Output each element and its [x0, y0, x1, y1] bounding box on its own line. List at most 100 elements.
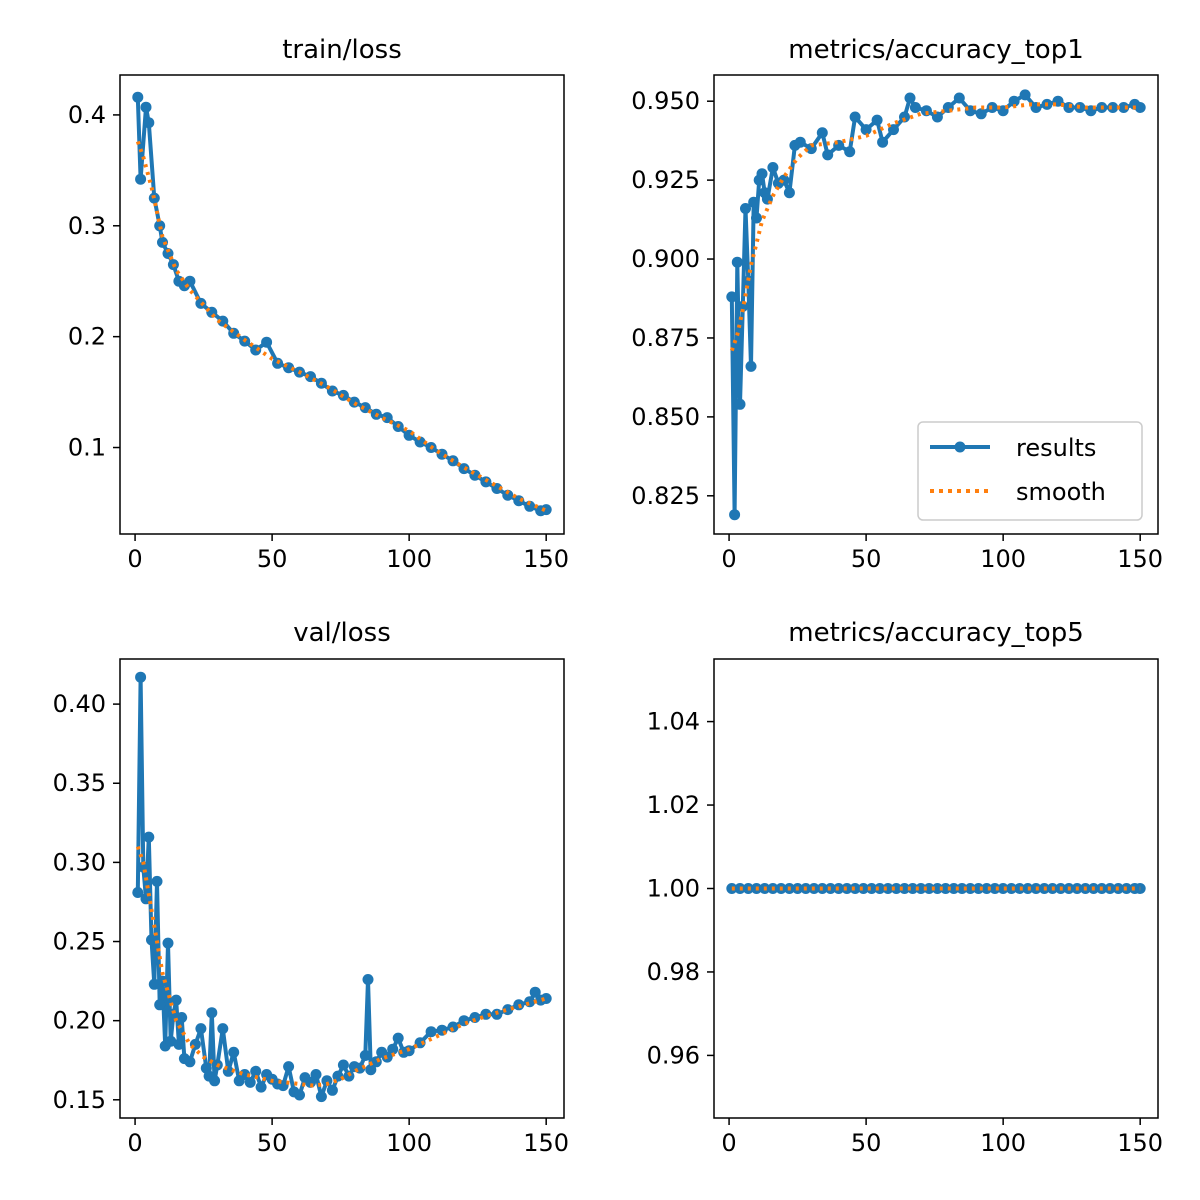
- results-point: [359, 402, 371, 414]
- results-point: [931, 883, 943, 894]
- axes-frame: [119, 658, 565, 1119]
- results-point: [734, 398, 746, 410]
- results-point: [1134, 102, 1146, 113]
- legend-smooth-label: smooth: [1016, 478, 1106, 506]
- results-point: [923, 883, 935, 894]
- y-tick-label: 0.3: [68, 212, 106, 240]
- x-tick-label: 100: [386, 545, 432, 573]
- results-point: [745, 360, 757, 372]
- results-point: [387, 1043, 399, 1055]
- panel-title: train/loss: [282, 35, 402, 65]
- results-point: [348, 396, 360, 408]
- x-tick-label: 150: [1117, 1129, 1163, 1157]
- x-tick-label: 0: [127, 1129, 142, 1157]
- plot-area-accuracy-top1: 0 50 100 150 0.825 0.850 0.875 0.900 0.925 0.950: [631, 74, 1163, 573]
- results-point: [261, 336, 273, 348]
- x-tick-label: 50: [257, 1129, 288, 1157]
- results-point: [151, 875, 163, 887]
- results-point: [365, 1064, 377, 1076]
- results-point: [392, 1032, 404, 1044]
- results-line: [135, 675, 547, 1099]
- results-point: [1008, 95, 1020, 107]
- results-point: [173, 1038, 185, 1050]
- results-point: [332, 1070, 344, 1082]
- results-point: [904, 92, 916, 104]
- results-point: [975, 108, 987, 120]
- results-point: [370, 1056, 382, 1068]
- results-point: [844, 146, 856, 158]
- results-point: [283, 1061, 295, 1073]
- results-point: [866, 883, 878, 894]
- legend: results smooth: [917, 421, 1143, 521]
- results-point: [447, 1021, 459, 1033]
- results-point: [849, 111, 861, 123]
- legend-results-label: results: [1016, 434, 1096, 462]
- results-point: [973, 883, 984, 894]
- y-tick-label: 0.2: [68, 323, 106, 351]
- panel-val-loss: val/loss 0 50 100 150 0.15 0.20 0.25 0.30 0.35 0.…: [53, 618, 570, 1157]
- results-point: [871, 114, 883, 126]
- y-tick-label: 0.4: [68, 101, 106, 129]
- results-point: [890, 883, 902, 894]
- results-point: [997, 883, 1009, 894]
- y-tick-label: 0.825: [631, 482, 700, 510]
- results-point: [740, 203, 751, 214]
- results-point: [146, 934, 157, 946]
- panel-accuracy-top1: metrics/accuracy_top1 0 50 100 150 0.825 0.85…: [631, 35, 1163, 573]
- y-tick-label: 1.04: [647, 708, 700, 736]
- x-tick-label: 100: [980, 1129, 1026, 1157]
- results-point: [882, 883, 894, 894]
- results-point: [458, 463, 470, 475]
- results-point: [1118, 102, 1130, 113]
- results-point: [217, 1023, 229, 1035]
- y-tick-label: 0.98: [647, 958, 700, 986]
- results-point: [956, 883, 968, 894]
- results-point: [425, 1026, 437, 1038]
- results-point: [414, 1037, 426, 1049]
- results-point: [524, 500, 536, 512]
- x-tick-label: 50: [257, 545, 288, 573]
- panel-title: metrics/accuracy_top1: [788, 35, 1083, 65]
- results-point: [953, 92, 965, 104]
- panel-train-loss: train/loss 0 50 100 150 0.1 0.2 0.3 0.4: [68, 35, 569, 573]
- results-point: [135, 671, 147, 683]
- axes-frame: [119, 74, 565, 535]
- results-point: [310, 1069, 322, 1080]
- y-tick-label: 0.35: [53, 769, 106, 797]
- y-tick-label: 0.25: [53, 928, 106, 956]
- results-point: [326, 1084, 338, 1096]
- x-tick-label: 50: [851, 545, 882, 573]
- results-point: [742, 275, 754, 287]
- y-tick-label: 0.1: [68, 434, 106, 462]
- results-point: [157, 236, 168, 248]
- x-tick-label: 50: [851, 1129, 882, 1157]
- results-point: [255, 1081, 267, 1093]
- y-tick-label: 0.950: [631, 87, 700, 115]
- results-point: [964, 883, 976, 894]
- results-point: [228, 1046, 240, 1058]
- y-tick-label: 0.850: [631, 403, 700, 431]
- results-point: [981, 883, 993, 894]
- results-point: [206, 1007, 218, 1019]
- results-point: [1074, 102, 1086, 113]
- smooth-line: [135, 140, 548, 513]
- results-point: [816, 127, 828, 139]
- results-point: [209, 1075, 221, 1087]
- results-point: [529, 986, 541, 998]
- results-point: [794, 136, 806, 148]
- results-point: [157, 975, 168, 987]
- y-tick-label: 0.40: [53, 690, 106, 718]
- results-point: [362, 974, 374, 985]
- y-tick-label: 0.925: [631, 166, 700, 194]
- results-point: [726, 291, 738, 303]
- x-tick-label: 150: [1117, 545, 1163, 573]
- results-point: [899, 883, 910, 894]
- panel-title: metrics/accuracy_top5: [788, 618, 1083, 648]
- results-point: [915, 883, 927, 894]
- y-tick-label: 0.900: [631, 245, 700, 273]
- results-point: [783, 187, 795, 199]
- y-tick-label: 0.96: [647, 1041, 700, 1069]
- results-point: [1014, 883, 1026, 894]
